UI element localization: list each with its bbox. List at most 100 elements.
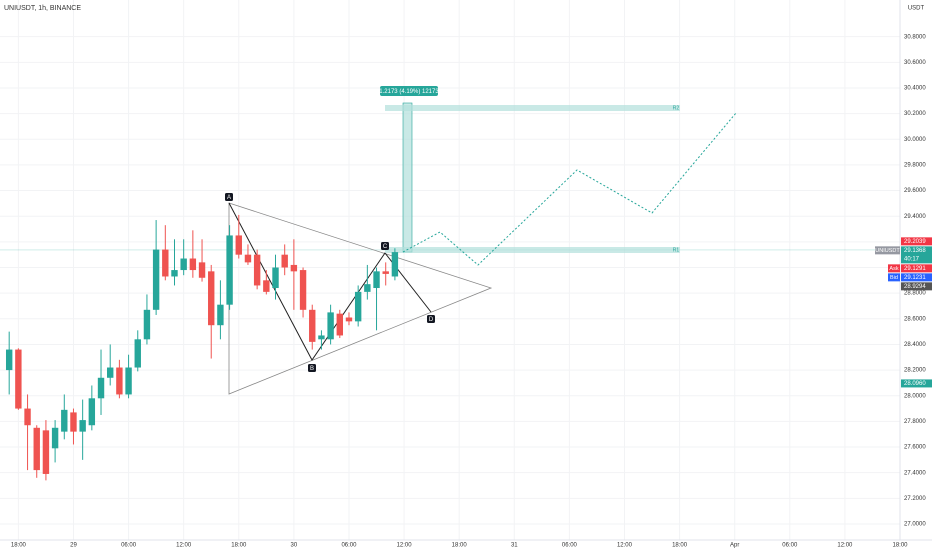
x-tick-label: 06:00 xyxy=(341,543,357,549)
y-tick-label: 30.8000 xyxy=(904,34,926,40)
symbol-tag xyxy=(875,246,900,255)
candle-body xyxy=(162,249,169,277)
point-label: B xyxy=(310,366,314,372)
candle-body xyxy=(180,258,187,271)
candle-body xyxy=(15,349,22,409)
x-tick-label: 06:00 xyxy=(121,543,137,549)
candle-body xyxy=(171,270,178,277)
level-label: R1 xyxy=(673,247,680,253)
candle-body xyxy=(5,349,13,371)
y-tick-label: 28.4000 xyxy=(904,342,926,348)
abcd-pattern xyxy=(228,202,432,361)
price-tag xyxy=(901,273,932,282)
level-band xyxy=(385,105,680,111)
candle-body xyxy=(70,412,77,432)
x-tick-label: 12:00 xyxy=(617,543,633,549)
side-tag-label: Bid xyxy=(890,275,898,281)
point-label-box xyxy=(381,242,389,250)
projection-path xyxy=(402,112,737,266)
candle-body xyxy=(336,313,343,336)
candle-body xyxy=(189,258,197,271)
price-tag-label: 28.9294 xyxy=(904,284,926,290)
candle-body xyxy=(391,252,399,277)
currency-label: USDT xyxy=(908,6,925,12)
y-tick-label: 27.4000 xyxy=(904,470,926,476)
y-tick-label: 28.8000 xyxy=(904,291,926,297)
y-tick-label: 30.0000 xyxy=(904,137,926,143)
point-label-box xyxy=(225,193,233,201)
candle-body xyxy=(97,377,105,399)
price-tag xyxy=(901,379,932,388)
x-tick-label: Apr xyxy=(730,543,739,549)
candle-body xyxy=(345,317,353,322)
position-label: 1.2173 (4.19%) 12173 xyxy=(379,89,439,95)
y-tick-label: 30.6000 xyxy=(904,60,926,66)
candle-body xyxy=(253,254,261,286)
level-band xyxy=(385,247,680,253)
y-tick-label: 27.2000 xyxy=(904,496,926,502)
y-tick-label: 28.2000 xyxy=(904,368,926,374)
candle-body xyxy=(134,339,141,368)
candle-body xyxy=(290,264,298,272)
y-tick-label: 27.6000 xyxy=(904,445,926,451)
y-tick-label: 30.2000 xyxy=(904,111,926,117)
price-tag xyxy=(901,246,932,264)
point-label: D xyxy=(429,317,434,323)
x-tick-label: 12:00 xyxy=(837,543,853,549)
candle-body xyxy=(42,430,50,474)
price-tag-label: 29.2039 xyxy=(904,239,926,245)
side-tag xyxy=(888,264,900,273)
candle-body xyxy=(152,249,160,310)
y-tick-label: 27.0000 xyxy=(904,522,926,528)
candle-body xyxy=(244,254,252,263)
side-tag xyxy=(888,273,900,282)
point-label: A xyxy=(227,195,231,201)
side-tag-label: Ask xyxy=(889,266,898,272)
price-tag xyxy=(901,282,932,291)
candle-body xyxy=(143,309,151,340)
candle-body xyxy=(208,271,215,326)
x-tick-label: 18:00 xyxy=(231,543,247,549)
candle-body xyxy=(61,409,68,432)
candle-body xyxy=(79,420,86,432)
price-tag-label: 29.1368 xyxy=(904,248,926,254)
y-tick-label: 28.0000 xyxy=(904,393,926,399)
price-tag-label: 29.1231 xyxy=(904,275,926,281)
countdown: 40:17 xyxy=(904,256,920,262)
y-tick-label: 30.4000 xyxy=(904,86,926,92)
price-tag-label: 28.0960 xyxy=(904,381,926,387)
x-tick-label: 12:00 xyxy=(397,543,413,549)
candle-body xyxy=(309,309,316,342)
symbol-tag-label: UNIUSDT xyxy=(875,248,900,254)
price-tag-label: 29.1291 xyxy=(904,266,926,272)
candle-body xyxy=(198,262,206,278)
candle-body xyxy=(272,267,279,289)
y-tick-label: 27.8000 xyxy=(904,419,926,425)
candle-body xyxy=(263,280,270,292)
candle-body xyxy=(88,398,96,426)
x-tick-label: 06:00 xyxy=(782,543,798,549)
candle-body xyxy=(373,271,380,289)
candle-body xyxy=(299,270,307,310)
x-tick-label: 06:00 xyxy=(562,543,578,549)
x-tick-label: 18:00 xyxy=(672,543,688,549)
x-tick-label: 18:00 xyxy=(452,543,468,549)
point-label-box xyxy=(427,315,435,323)
chart-title: UNIUSDT, 1h, BINANCE xyxy=(4,5,81,12)
price-tag xyxy=(901,237,932,246)
x-tick-label: 30 xyxy=(291,543,298,549)
x-tick-label: 12:00 xyxy=(176,543,192,549)
candle-body xyxy=(116,367,123,395)
y-tick-label: 29.8000 xyxy=(904,162,926,168)
y-tick-label: 29.6000 xyxy=(904,188,926,194)
candle-body xyxy=(318,335,325,340)
level-label: R2 xyxy=(673,105,680,111)
candle-body xyxy=(24,408,31,426)
y-tick-label: 29.4000 xyxy=(904,214,926,220)
candle-body xyxy=(107,367,114,378)
point-label-box xyxy=(308,364,316,372)
x-tick-label: 29 xyxy=(70,543,77,549)
position-label-box xyxy=(380,86,438,96)
x-tick-label: 31 xyxy=(511,543,518,549)
